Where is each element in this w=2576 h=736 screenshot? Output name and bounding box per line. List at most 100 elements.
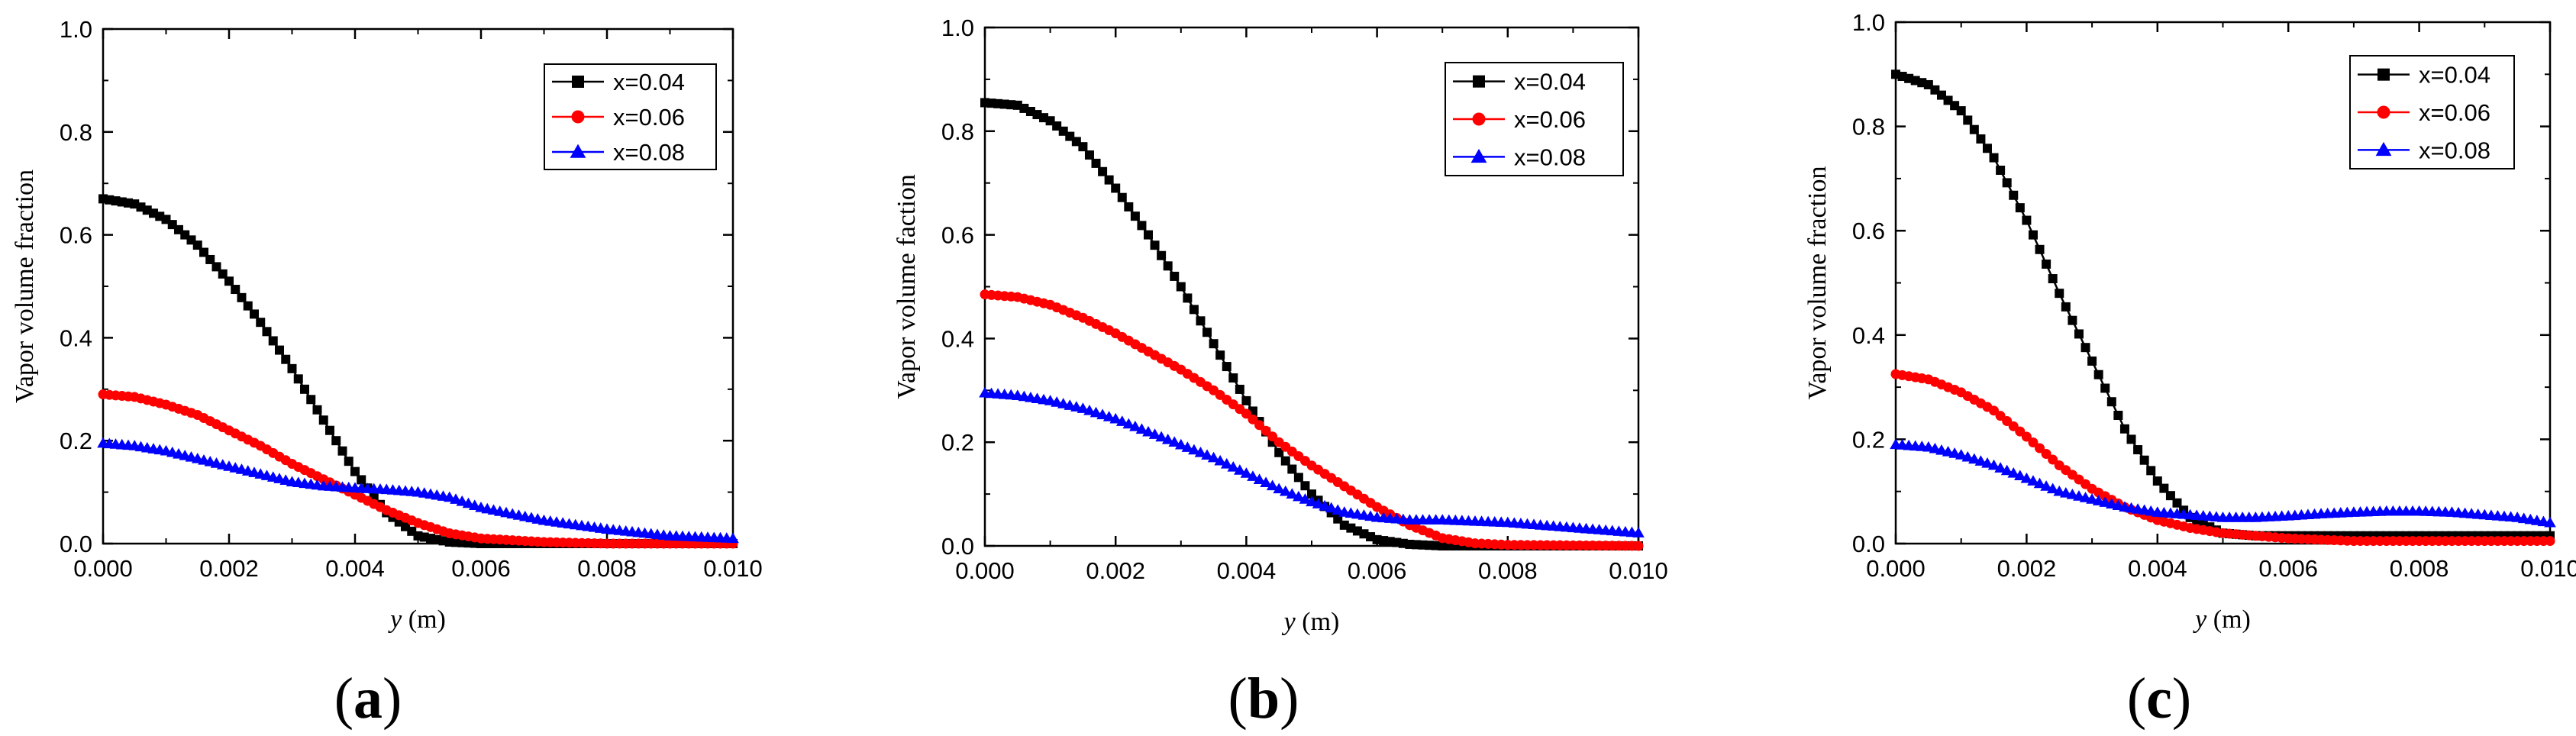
data-point (1241, 395, 1251, 405)
data-point (1215, 350, 1225, 360)
data-point (2080, 343, 2090, 353)
data-point (2119, 424, 2129, 434)
y-tick-label: 0.4 (1852, 322, 1885, 349)
data-point (2068, 315, 2077, 325)
data-point (1124, 202, 1134, 211)
data-point (1981, 457, 1993, 468)
data-point (2106, 397, 2116, 407)
data-point (2040, 480, 2052, 491)
x-tick-label: 0.002 (199, 555, 259, 582)
panel-label-paren-open: ( (2127, 667, 2146, 731)
x-tick-label: 0.010 (2520, 555, 2576, 582)
legend-marker (2375, 141, 2392, 157)
legend-marker (2377, 68, 2390, 81)
data-point (1098, 166, 1108, 176)
data-point (275, 345, 284, 355)
data-point (312, 405, 322, 415)
data-point (1260, 476, 1272, 488)
data-point (1300, 481, 1310, 491)
data-point (1306, 496, 1318, 507)
data-point (1982, 144, 1992, 153)
data-point (1974, 455, 1987, 466)
data-point (1189, 305, 1199, 315)
data-point (2093, 370, 2103, 379)
data-point (1129, 421, 1141, 431)
data-point (1078, 142, 1088, 152)
y-tick-label: 0.0 (60, 531, 92, 557)
data-point (2000, 464, 2013, 476)
data-point (1963, 115, 1973, 125)
data-point (2133, 445, 2143, 455)
series-x=0.06 (1890, 369, 2555, 547)
series-x=0.06 (98, 389, 738, 549)
x-tick-label: 0.006 (451, 555, 511, 582)
data-point (1148, 428, 1161, 439)
x-tick-label: 0.006 (1348, 557, 1407, 584)
data-point (1111, 183, 1121, 193)
data-point (1096, 408, 1109, 420)
data-point (1274, 447, 1284, 457)
data-point (1170, 271, 1180, 281)
data-point (1175, 438, 1187, 450)
data-point (300, 384, 309, 394)
data-point (2087, 356, 2097, 366)
data-point (2028, 437, 2039, 447)
legend-marker (572, 76, 584, 88)
y-tick-label: 0.0 (941, 533, 974, 560)
data-point (1084, 150, 1094, 160)
x-axis-label: y (m) (388, 605, 446, 634)
y-tick-label: 1.0 (941, 15, 974, 41)
y-tick-label: 0.2 (941, 429, 974, 456)
panel-label-paren-close: ) (1280, 667, 1299, 731)
data-point (2009, 190, 2019, 200)
x-tick-label: 0.008 (577, 555, 637, 582)
data-point (1969, 124, 1979, 134)
series-x=0.08 (97, 437, 739, 544)
legend-label: x=0.06 (2419, 99, 2490, 126)
data-point (1142, 425, 1154, 437)
data-point (1247, 470, 1259, 481)
legend: x=0.04 x=0.06 x=0.08 (544, 63, 717, 170)
data-point (1183, 293, 1193, 303)
legend-marker (1473, 75, 1485, 88)
data-point (357, 475, 366, 485)
data-point (1325, 502, 1338, 513)
data-point (1115, 415, 1128, 426)
series-x=0.08 (1890, 438, 2556, 528)
data-point (250, 309, 259, 319)
x-tick-label: 0.000 (73, 555, 133, 582)
data-point (1196, 316, 1206, 326)
data-point (2002, 178, 2012, 188)
series-x=0.06 (980, 289, 1644, 551)
x-tick-label: 0.000 (1866, 555, 1926, 582)
panel-label-letter: c (2146, 667, 2172, 731)
data-point (1104, 175, 1114, 185)
legend-label: x=0.08 (613, 139, 685, 166)
data-point (1209, 339, 1219, 349)
data-point (1234, 464, 1246, 475)
data-point (727, 532, 739, 544)
data-point (1194, 446, 1207, 457)
data-point (1091, 158, 1101, 168)
y-tick-label: 0.8 (941, 118, 974, 145)
data-point (1287, 464, 1297, 474)
panel-label-paren-open: ( (1228, 667, 1248, 731)
legend-marker (570, 144, 586, 158)
y-tick-label: 0.4 (60, 324, 92, 351)
data-point (1201, 449, 1213, 460)
x-axis-variable: y (1282, 608, 1296, 636)
data-point (1202, 328, 1212, 337)
data-point (1332, 504, 1344, 515)
data-point (1633, 541, 1644, 551)
data-point (2027, 475, 2039, 486)
x-tick-label: 0.002 (1997, 555, 2057, 582)
data-point (1240, 467, 1253, 478)
data-point (268, 336, 278, 346)
data-point (1994, 462, 2006, 473)
data-point (1122, 418, 1135, 429)
data-point (2042, 259, 2051, 269)
data-point (2028, 230, 2038, 240)
panel-label-paren-close: ) (2172, 667, 2191, 731)
x-tick-label: 0.002 (1086, 557, 1145, 584)
data-point (1227, 460, 1240, 472)
